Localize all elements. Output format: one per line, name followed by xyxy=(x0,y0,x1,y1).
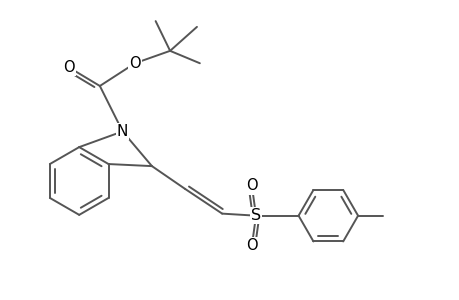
Text: O: O xyxy=(63,60,74,75)
Text: N: N xyxy=(117,124,128,139)
Text: O: O xyxy=(246,178,257,194)
Text: O: O xyxy=(246,238,257,253)
Text: O: O xyxy=(129,56,140,71)
Text: S: S xyxy=(251,208,261,223)
